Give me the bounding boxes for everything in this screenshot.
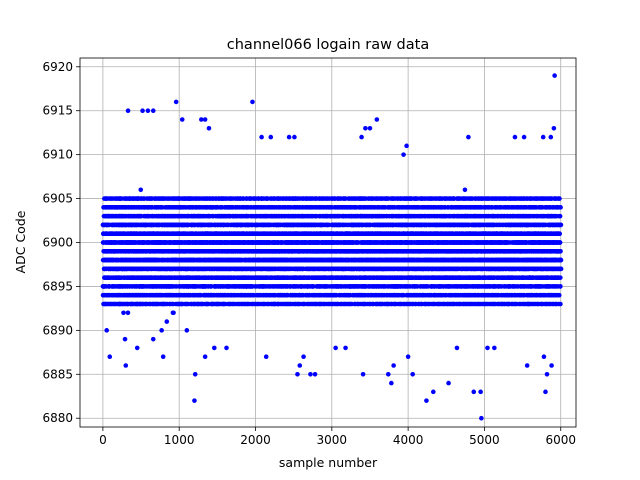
data-points xyxy=(100,73,564,421)
data-point xyxy=(125,310,131,316)
data-point xyxy=(121,310,126,316)
data-point xyxy=(164,319,170,324)
data-point xyxy=(171,310,176,316)
data-point xyxy=(138,187,144,193)
data-point xyxy=(462,187,468,193)
